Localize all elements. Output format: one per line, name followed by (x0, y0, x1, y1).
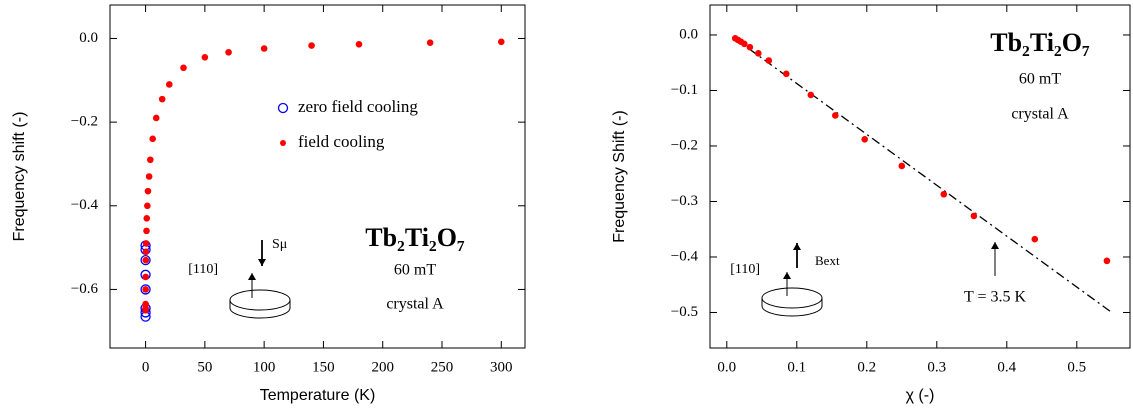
arrow-head (783, 272, 791, 279)
data-point (741, 40, 748, 48)
data-point (755, 49, 762, 57)
x-tick-label: 0.4 (997, 359, 1016, 375)
data-point (142, 273, 149, 281)
data-point (149, 135, 156, 143)
arrow-head (991, 242, 999, 249)
data-point (201, 53, 209, 61)
x-axis-label: Temperature (K) (260, 387, 376, 404)
annotation: crystal A (386, 296, 444, 313)
data-point (832, 112, 839, 119)
fit-line (733, 37, 1113, 314)
x-tick-label: 0.0 (717, 359, 736, 375)
data-point (143, 227, 150, 235)
y-axis-label: Frequency shift (-) (11, 112, 28, 242)
y-tick-label: −0.3 (671, 193, 698, 209)
arrow-head (793, 243, 801, 250)
x-tick-label: 150 (312, 359, 335, 375)
legend-label: field cooling (298, 132, 385, 151)
data-point (1031, 235, 1039, 243)
x-tick-label: 100 (253, 359, 276, 375)
y-tick-label: −0.6 (71, 281, 99, 297)
y-tick-label: −0.4 (671, 248, 699, 264)
plot-frame (109, 4, 526, 349)
legend-marker (280, 140, 286, 146)
data-point (144, 187, 152, 195)
data-point (142, 256, 150, 264)
x-axis-label: χ (-) (906, 387, 935, 404)
data-point (225, 48, 232, 56)
annotation: T = 3.5 K (964, 289, 1027, 306)
y-axis-label: Frequency Shift (-) (611, 110, 628, 242)
data-point (142, 248, 150, 256)
data-point (355, 41, 363, 48)
data-point (861, 136, 868, 143)
y-tick-label: 0.0 (679, 26, 698, 42)
x-tick-label: 0.5 (1067, 359, 1086, 375)
annotation: [110] (188, 262, 218, 277)
data-point (746, 43, 754, 51)
data-point (142, 240, 150, 247)
data-point (140, 284, 151, 295)
plot-frame (709, 4, 1131, 349)
data-point (898, 162, 906, 170)
data-point (165, 81, 173, 88)
annotation: Bext (815, 253, 840, 268)
disk-top (229, 289, 291, 311)
data-point (142, 307, 149, 314)
legend-marker (277, 102, 289, 114)
data-point (970, 212, 978, 220)
data-point (807, 91, 815, 99)
data-point (426, 39, 434, 46)
y-tick-label: −0.2 (71, 114, 98, 130)
y-tick-label: −0.2 (671, 137, 698, 153)
data-point (144, 202, 151, 210)
x-tick-label: 0 (142, 359, 150, 375)
annotation: 60 mT (1019, 71, 1061, 88)
x-tick-label: 0.2 (857, 359, 876, 375)
x-tick-label: 200 (371, 359, 394, 375)
data-point (260, 45, 268, 52)
y-tick-label: 0.0 (79, 30, 98, 46)
data-point (497, 38, 505, 46)
annotation: Tb₂Ti₂O₇ (990, 28, 1090, 57)
x-tick-label: 0.1 (787, 359, 806, 375)
data-point (147, 156, 154, 164)
y-tick-label: −0.4 (71, 197, 99, 213)
data-point (1103, 257, 1111, 265)
data-point (308, 42, 315, 49)
data-point (140, 255, 151, 266)
data-point (152, 114, 160, 122)
x-tick-label: 50 (197, 359, 212, 375)
data-point (145, 173, 153, 180)
data-point (180, 64, 187, 72)
arrow-head (248, 273, 256, 280)
annotation: Sμ (272, 237, 287, 252)
annotation: crystal A (1011, 106, 1069, 123)
data-point (940, 190, 948, 198)
data-point (158, 95, 166, 103)
data-point (783, 70, 790, 78)
data-point (142, 286, 149, 293)
arrow-head (258, 259, 266, 266)
annotation: [110] (730, 262, 760, 277)
x-tick-label: 0.3 (927, 359, 946, 375)
x-tick-label: 300 (490, 359, 513, 375)
data-point (765, 57, 773, 64)
annotation: 60 mT (394, 262, 436, 279)
y-tick-label: −0.1 (671, 82, 698, 98)
legend-label: zero field cooling (298, 97, 418, 116)
annotation: Tb₂Ti₂O₇ (365, 223, 465, 252)
x-tick-label: 250 (431, 359, 454, 375)
data-point (143, 215, 151, 222)
disk-top (761, 287, 823, 309)
y-tick-label: −0.5 (671, 304, 698, 320)
